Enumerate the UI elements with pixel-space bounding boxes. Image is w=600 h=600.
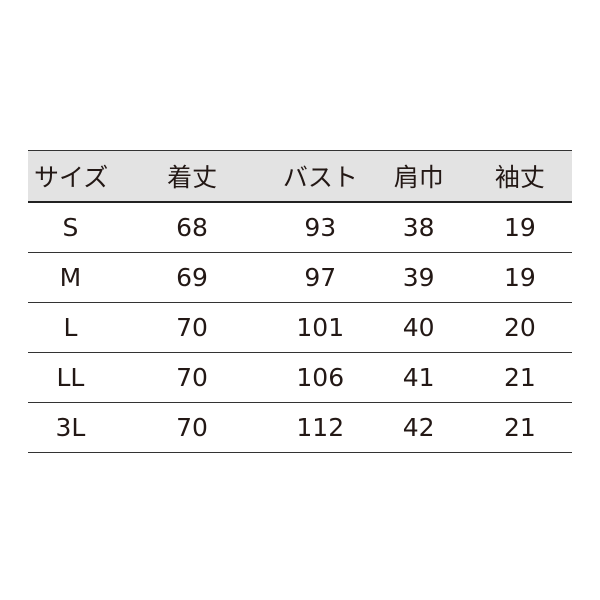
- cell-length: 70: [176, 313, 208, 342]
- cell-sleeve: 21: [504, 413, 536, 442]
- table-row: S 68 93 38 19: [28, 203, 572, 253]
- table-row: 3L 70 112 42 21: [28, 403, 572, 453]
- cell-length: 69: [176, 263, 208, 292]
- cell-size: S: [62, 213, 79, 242]
- cell-bust: 97: [304, 263, 337, 292]
- header-size: サイズ: [34, 163, 109, 192]
- table-row: M 69 97 39 19: [28, 253, 572, 303]
- cell-length: 70: [176, 363, 208, 392]
- cell-bust: 101: [296, 313, 345, 342]
- cell-sleeve: 21: [504, 363, 536, 392]
- header-sleeve: 袖丈: [494, 163, 545, 192]
- cell-size: M: [59, 263, 82, 292]
- cell-shoulder: 42: [402, 413, 435, 442]
- cell-length: 68: [176, 213, 208, 242]
- table-row: LL 70 106 41 21: [28, 353, 572, 403]
- cell-size: LL: [56, 363, 85, 392]
- cell-shoulder: 38: [402, 213, 435, 242]
- table-row: L 70 101 40 20: [28, 303, 572, 353]
- cell-sleeve: 19: [504, 213, 536, 242]
- header-length: 着丈: [167, 163, 218, 192]
- cell-shoulder: 41: [402, 363, 435, 392]
- table-header-row: サイズ 着丈 バスト 肩巾 袖丈: [28, 151, 572, 203]
- cell-sleeve: 19: [504, 263, 536, 292]
- cell-bust: 112: [296, 413, 345, 442]
- cell-bust: 106: [296, 363, 345, 392]
- cell-shoulder: 39: [402, 263, 435, 292]
- cell-bust: 93: [304, 213, 337, 242]
- size-table: サイズ 着丈 バスト 肩巾 袖丈 S 68 93 38 19 M 69 97 39 19 L 70 10…: [28, 150, 572, 453]
- cell-size: 3L: [55, 413, 86, 442]
- header-bust: バスト: [282, 163, 358, 192]
- cell-length: 70: [176, 413, 208, 442]
- cell-sleeve: 20: [504, 313, 536, 342]
- header-shoulder: 肩巾: [393, 163, 444, 192]
- cell-shoulder: 40: [402, 313, 435, 342]
- cell-size: L: [63, 313, 78, 342]
